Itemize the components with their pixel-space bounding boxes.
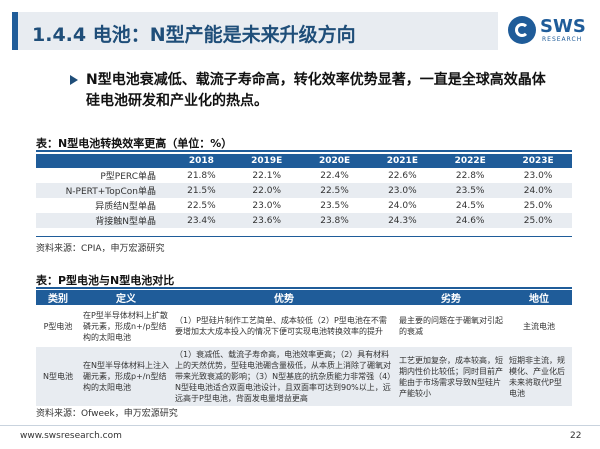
row-label: 背接触N型单晶 [36,213,170,228]
page-number: 22 [570,431,582,441]
row-label: 异质结N型单晶 [95,202,156,212]
column-header: 2018 [170,154,233,168]
table-cell: 22.5% [300,183,369,198]
table2-source: 资料来源：Ofweek，申万宏源研究 [36,409,178,419]
title-box: 1.4.4 电池：N型产能是未来升级方向 [12,12,498,50]
column-header: 2021E [368,154,437,168]
logo-mark-icon [508,16,536,44]
category-cell: P型电池 [43,321,73,331]
table-cell: 22.4% [320,170,349,181]
table-cell: 21.8% [187,170,216,181]
table1-bottom-rule [36,236,572,237]
definition-cell: 在N型半导体材料上注入硼元素，形成p+/n型结构的太阳电池 [80,347,172,406]
table-header-row: 类别 定义 优势 劣势 地位 [36,290,572,305]
column-header: 类别 [36,290,80,305]
column-header: 2020E [300,154,369,168]
key-point: N型电池衰减低、载流子寿命高，转化效率优势显著，一直是全球高效晶体硅电池研发和产… [70,70,556,112]
table1-title: 表：N型电池转换效率更高（单位：%） [36,137,233,150]
table-cell: 22.5% [187,200,216,211]
table-cell: 23.5% [320,200,349,211]
column-header: 劣势 [396,290,506,305]
table-cell: 21.5% [170,183,233,198]
table2-title: 表：P型电池与N型电池对比 [36,274,175,287]
definition-cell: 在P型半导体材料上扩散磷元素，形成n+/p型结构的太阳电池 [83,310,168,342]
column-header: 2023E [504,154,572,168]
table-cell: 25.0% [523,200,553,211]
column-header [36,154,170,168]
column-header: 地位 [506,290,572,305]
row-label: N-PERT+TopCon单晶 [36,183,170,198]
logo-subtext: RESEARCH [542,36,583,43]
bullet-triangle-icon [70,75,78,85]
table-cell: 23.8% [300,213,369,228]
efficiency-table: 2018 2019E 2020E 2021E 2022E 2023E P型PER… [36,154,572,228]
footer-divider [0,425,600,426]
column-header: 定义 [80,290,172,305]
advantage-cell: （1）P型硅片制作工艺简单、成本较低（2）P型电池在不需要增加太大成本投入的情况… [175,316,387,336]
advantage-cell: （1）衰减低、载流子寿命高，电池效率更高；（2）具有材料上的天然优势，型硅电池硼… [172,347,396,406]
position-cell: 短期非主流，规模化、产业化后未来将取代P型电池 [506,347,572,406]
table1-top-rule [36,150,572,152]
table-cell: 23.5% [436,183,505,198]
key-point-text: N型电池衰减低、载流子寿命高，转化效率优势显著，一直是全球高效晶体硅电池研发和产… [86,72,546,109]
disadvantage-cell: 最主要的问题在于硼氧对引起的衰减 [399,316,503,336]
table-cell: 22.6% [388,170,417,181]
column-header: 优势 [172,290,396,305]
footer-url: www.swsresearch.com [20,431,122,441]
logo-text: SWS [540,16,586,37]
column-header: 2022E [436,154,505,168]
page-title: 1.4.4 电池：N型产能是未来升级方向 [32,24,356,46]
table-cell: 24.0% [388,200,417,211]
table-row: P型电池 在P型半导体材料上扩散磷元素，形成n+/p型结构的太阳电池 （1）P型… [36,305,572,347]
category-cell: N型电池 [36,347,80,406]
table2-top-rule [36,287,572,289]
row-label: P型PERC单晶 [100,172,156,182]
table-cell: 23.4% [170,213,233,228]
table-row: N型电池 在N型半导体材料上注入硼元素，形成p+/n型结构的太阳电池 （1）衰减… [36,347,572,406]
slide-header: 1.4.4 电池：N型产能是未来升级方向 SWS RESEARCH [0,0,600,58]
table-cell: 23.0% [368,183,437,198]
table-row: 异质结N型单晶 22.5% 23.0% 23.5% 24.0% 24.5% 25… [36,198,572,213]
table-cell: 24.3% [368,213,437,228]
table-cell: 22.8% [455,170,485,181]
table1-source: 资料来源：CPIA，申万宏源研究 [36,244,165,254]
table-cell: 25.0% [504,213,572,228]
table-cell: 24.6% [436,213,505,228]
table-cell: 24.5% [455,200,485,211]
table-cell: 23.0% [523,170,553,181]
table-row: P型PERC单晶 21.8% 22.1% 22.4% 22.6% 22.8% 2… [36,168,572,183]
column-header: 2019E [232,154,301,168]
disadvantage-cell: 工艺更加复杂，成本较高，短期内性价比较低；同时目前产能由于市场需求导致N型硅片产… [396,347,506,406]
sws-logo: SWS RESEARCH [508,14,592,48]
position-cell: 主流电池 [523,321,555,331]
table-cell: 22.1% [252,170,281,181]
table-cell: 24.0% [504,183,572,198]
table-row: N-PERT+TopCon单晶 21.5% 22.0% 22.5% 23.0% … [36,183,572,198]
comparison-table: 类别 定义 优势 劣势 地位 P型电池 在P型半导体材料上扩散磷元素，形成n+/… [36,290,572,406]
table-cell: 23.0% [252,200,281,211]
table-cell: 23.6% [232,213,301,228]
table-cell: 22.0% [232,183,301,198]
table-header-row: 2018 2019E 2020E 2021E 2022E 2023E [36,154,572,168]
table-row: 背接触N型单晶 23.4% 23.6% 23.8% 24.3% 24.6% 25… [36,213,572,228]
